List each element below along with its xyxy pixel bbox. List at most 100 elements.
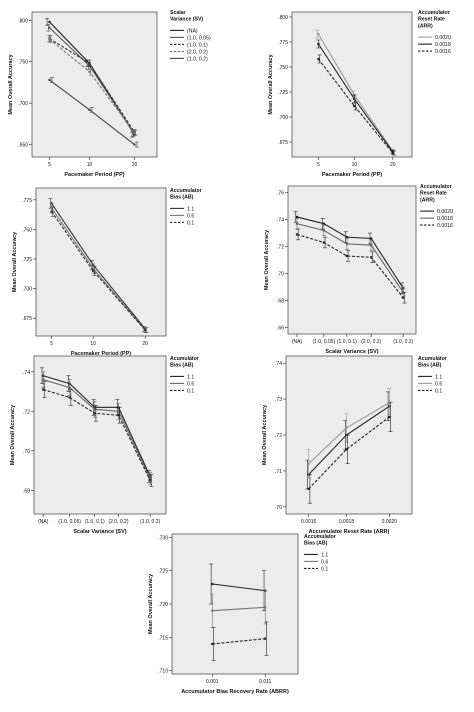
data-point — [345, 254, 348, 258]
x-tick-label: (1.0, 0.05) — [312, 339, 335, 345]
legend-label: (2.0, 0.2) — [187, 49, 208, 55]
legend-label: (NA) — [187, 28, 198, 34]
legend-title: Accumulator — [170, 188, 202, 194]
data-point — [388, 415, 391, 419]
y-tick-label: .72 — [275, 433, 282, 439]
legend-title: Acumulator — [170, 356, 199, 362]
data-point — [264, 606, 267, 609]
x-axis-label: Pacemaker Period (PP) — [64, 172, 124, 178]
y-tick-label: .725 — [158, 569, 168, 575]
data-point — [48, 78, 51, 82]
legend-label: 0.1 — [187, 220, 194, 226]
legend-label: 0.0016 — [435, 49, 451, 55]
y-tick-label: .72 — [277, 245, 284, 251]
legend-label: 0.0016 — [437, 223, 453, 229]
x-tick-label: (1.0, 0.2) — [140, 519, 160, 525]
plot-area — [171, 533, 299, 675]
data-point — [370, 237, 373, 240]
y-tick-label: .70 — [23, 449, 30, 455]
legend-label: 0.0018 — [435, 42, 451, 48]
y-tick-label: .675 — [22, 316, 32, 322]
legend-title: Bias (AB) — [304, 541, 328, 547]
x-tick-label: (NA) — [292, 339, 303, 345]
series-line — [212, 606, 266, 612]
x-tick-label: (2.0, 0.2) — [361, 339, 381, 345]
plot-area — [35, 187, 167, 337]
x-tick-label: 0.0016 — [301, 519, 317, 525]
legend-title: Scalar — [170, 10, 186, 16]
x-tick-label: (1.0, 0.05) — [58, 519, 81, 525]
data-point — [322, 241, 325, 244]
legend-title: Variance (SV) — [170, 17, 203, 23]
y-tick-label: .750 — [18, 60, 28, 66]
y-tick-label: .750 — [278, 65, 288, 71]
data-point — [345, 426, 348, 429]
series-line — [317, 58, 394, 154]
y-axis-label: Mean Overall Accuracy — [262, 404, 268, 465]
x-axis-label: Pacemaker Period (PP) — [322, 172, 382, 178]
legend-title: Accumulator — [420, 184, 452, 190]
x-axis-label: Pacemaker Period (PP) — [71, 351, 131, 357]
data-point — [50, 210, 53, 213]
legend-label: 0.0018 — [437, 216, 453, 222]
legend-label: 0.6 — [187, 381, 194, 387]
legend-label: 1.1 — [187, 374, 194, 380]
legend-title: Reset Rate — [418, 17, 445, 23]
y-tick-label: .775 — [22, 198, 32, 204]
y-tick-label: .700 — [278, 115, 288, 121]
data-point — [353, 104, 356, 108]
y-tick-label: .74 — [23, 370, 30, 376]
data-point — [93, 408, 96, 411]
x-tick-label: (1.0, 0.2) — [393, 339, 413, 345]
series-line — [51, 211, 146, 331]
data-point — [295, 222, 299, 225]
chart-panel-2: .675 .700 .725 .750 .775 .800 5 10 20 Pacemaker P… — [238, 2, 474, 198]
data-point — [317, 32, 320, 36]
data-point — [322, 222, 325, 225]
legend-label: 0.0020 — [435, 35, 451, 41]
y-axis-label: Mean Overall Accuracy — [264, 229, 270, 290]
legend-label: 0.6 — [321, 559, 328, 565]
data-point — [42, 388, 45, 391]
x-tick-label: (1.0, 0.1) — [337, 339, 357, 345]
y-tick-label: .730 — [158, 535, 168, 541]
data-point — [345, 448, 348, 451]
y-tick-label: .700 — [18, 101, 28, 107]
data-point — [322, 229, 325, 232]
x-tick-label: 0.0020 — [382, 519, 398, 525]
legend-title: (ARR) — [418, 23, 433, 29]
y-tick-label: .800 — [278, 15, 288, 21]
data-point — [307, 487, 310, 490]
chart-panel-6: .70 .71 .72 .73 .74 0.0016 0.0018 0.0020 Accumul… — [238, 350, 474, 546]
legend-label: (1.0, 0.05) — [187, 35, 211, 41]
data-point — [133, 143, 136, 146]
legend-label: (1.0, 0.2) — [187, 56, 208, 62]
data-point — [295, 233, 299, 236]
x-tick-label: 10 — [90, 341, 96, 347]
data-point — [211, 642, 214, 646]
y-tick-label: .73 — [275, 397, 282, 403]
y-tick-label: .68 — [23, 488, 30, 494]
x-axis-label: Accumulator Bias Recovery Rate (ABRR) — [181, 689, 289, 695]
y-tick-label: .76 — [277, 191, 284, 197]
chart-panel-5: .68 .70 .72 .74 (NA) (1.0, 0.05) (1.0, 0.1) (2.… — [2, 350, 238, 546]
data-point — [117, 410, 120, 413]
y-axis-label: Mean Overall Accuracy — [268, 53, 274, 114]
legend-title: Acumulator — [418, 356, 447, 362]
plot-area — [291, 11, 413, 158]
legend-label: 1.1 — [187, 206, 194, 212]
data-point — [48, 38, 51, 41]
y-tick-label: .675 — [278, 140, 288, 146]
x-tick-label: 10 — [352, 162, 358, 168]
x-tick-label: (NA) — [38, 519, 49, 525]
plot-area — [31, 11, 158, 158]
data-point — [149, 477, 152, 480]
y-tick-label: .700 — [22, 287, 32, 293]
x-tick-label: (1.0, 0.1) — [85, 519, 105, 525]
x-tick-label: 20 — [142, 341, 148, 347]
x-tick-label: 5 — [50, 341, 53, 347]
data-point — [211, 609, 214, 612]
chart-panel-4: .66.68.70.72.74.76 (NA) (1.0, 0.05) (1.0, 0… — [238, 178, 474, 374]
plot-area — [33, 355, 167, 515]
y-axis-label: Mean Overall Accuracy — [10, 404, 16, 465]
